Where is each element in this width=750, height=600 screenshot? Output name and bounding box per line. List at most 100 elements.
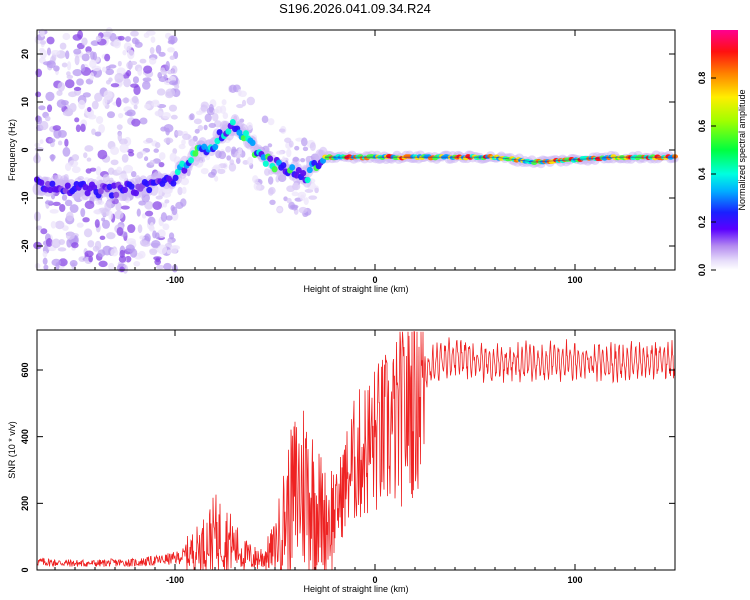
- spectrogram-noise-cell: [130, 30, 139, 37]
- spectrogram-noise-cell: [133, 104, 138, 110]
- spectrogram-noise-cell: [69, 260, 78, 267]
- spectrogram-noise-cell: [136, 208, 141, 217]
- spectrogram-noise-cell: [71, 242, 79, 249]
- spectrogram-noise-cell: [97, 149, 108, 160]
- spectrogram-noise-cell: [102, 97, 108, 107]
- spectrogram-noise-cell: [142, 77, 152, 82]
- colorbar: 0.0 0.2 0.4 0.6 0.8 Normalized spectral ampl…: [697, 30, 747, 276]
- spectrogram-ridge-cell: [108, 192, 115, 199]
- spectrogram-noise-cell: [51, 238, 61, 249]
- spectrogram-noise-cell: [155, 257, 161, 263]
- snr-frame: [36, 329, 676, 571]
- spectrogram-noise-cell: [44, 200, 54, 205]
- spectrogram-noise-cell: [241, 99, 247, 107]
- spectrogram-noise-cell: [64, 199, 73, 207]
- spectrogram-noise-cell: [94, 219, 100, 228]
- spectrogram-noise-cell: [235, 157, 241, 164]
- spectrogram-noise-cell: [39, 139, 44, 144]
- spectrogram-noise-cell: [180, 198, 187, 207]
- spectrogram-noise-cell: [139, 239, 148, 247]
- spectrogram-noise-cell: [139, 58, 147, 64]
- spectrogram-noise-cell: [71, 154, 80, 162]
- spectrogram-noise-cell: [236, 103, 244, 109]
- spectrogram-noise-cell: [81, 37, 88, 46]
- spectrogram-ridge-cell: [225, 128, 232, 135]
- spectrogram-noise-cell: [35, 91, 42, 98]
- spectrogram-noise-cell: [120, 205, 130, 210]
- spectrogram-ridge-cell: [49, 180, 56, 188]
- spectrogram-noise-cell: [34, 147, 45, 152]
- spectrogram-noise-cell: [155, 232, 160, 240]
- spectrogram-noise-cell: [229, 159, 235, 166]
- spectrogram-noise-cell: [229, 84, 237, 93]
- spectrogram-noise-cell: [218, 151, 227, 160]
- spectrogram-noise-cell: [72, 69, 83, 77]
- spectrogram-noise-cell: [46, 104, 53, 113]
- spectrogram-noise-cell: [208, 103, 214, 113]
- spectrogram-noise-cell: [39, 40, 47, 45]
- spectrogram-noise-cell: [38, 47, 45, 53]
- spectrogram-noise-cell: [221, 99, 227, 106]
- spectrogram-noise-cell: [144, 201, 154, 210]
- spectrogram-noise-cell: [116, 166, 123, 174]
- spectrogram-noise-cell: [177, 186, 183, 196]
- spectrogram-noise-cell: [80, 64, 86, 72]
- spectrogram-noise-cell: [119, 266, 125, 273]
- spectrogram-noise-cell: [168, 80, 179, 86]
- spectrogram-noise-cell: [298, 206, 308, 214]
- spectrogram-noise-cell: [114, 210, 124, 220]
- spectrogram-noise-cell: [261, 115, 269, 124]
- spectrogram-noise-cell: [212, 108, 220, 114]
- spectrogram-ridge-cell: [271, 166, 278, 173]
- spectrogram-noise-cell: [211, 112, 219, 122]
- spectrogram-noise-cell: [122, 97, 130, 104]
- spectrogram-noise-cell: [105, 68, 115, 76]
- spectrogram-noise-cell: [154, 142, 161, 149]
- spectrogram-noise-cell: [170, 205, 175, 212]
- spectrogram-noise-cell: [56, 99, 67, 108]
- spectrogram-noise-cell: [49, 209, 59, 214]
- spectrogram-noise-cell: [145, 137, 154, 143]
- spectrogram-noise-cell: [167, 39, 175, 45]
- spectrogram-ridge-cell: [216, 129, 223, 136]
- spectrogram-noise-cell: [40, 228, 48, 235]
- spectrogram-noise-cell: [214, 175, 219, 182]
- spectrogram-noise-cell: [90, 40, 100, 46]
- spectrogram-noise-cell: [160, 212, 168, 222]
- spectrogram-noise-cell: [137, 67, 143, 77]
- spectrogram-noise-cell: [99, 235, 106, 241]
- colorbar-tick-label: 0.4: [697, 168, 707, 181]
- spectrogram-ridge-cell: [146, 186, 153, 194]
- spectrogram-noise-cell: [42, 250, 48, 258]
- spectrogram-noise-cell: [156, 88, 166, 96]
- spectrogram-noise-cell: [131, 118, 141, 127]
- colorbar-tick-label: 0.2: [697, 216, 707, 229]
- spectrogram-noise-cell: [61, 194, 68, 201]
- spectrogram-noise-cell: [157, 187, 162, 198]
- spectrogram-noise-cell: [168, 232, 175, 240]
- spectrogram-noise-cell: [81, 53, 90, 62]
- spectrogram-noise-cell: [39, 120, 49, 131]
- spectrogram-ridge-cell: [240, 134, 247, 142]
- spectrogram-noise-cell: [98, 260, 108, 268]
- spectrogram-noise-cell: [119, 138, 128, 145]
- spectrogram-noise-cell: [57, 81, 65, 92]
- spectrogram-noise-cell: [46, 60, 56, 69]
- spectrogram-ridge-cell: [201, 143, 208, 151]
- spectrogram-noise-cell: [131, 95, 139, 104]
- spectrogram-noise-cell: [94, 131, 102, 137]
- spectrogram-noise-cell: [46, 47, 52, 56]
- spectrogram-noise-cell: [144, 210, 154, 217]
- spectrogram-noise-cell: [124, 111, 133, 116]
- spectrogram-noise-cell: [46, 36, 55, 45]
- spectrogram-noise-cell: [300, 157, 306, 163]
- spectrogram-noise-cell: [83, 152, 88, 159]
- spectrogram-noise-cell: [167, 47, 175, 53]
- spectrogram-noise-cell: [85, 46, 92, 53]
- spectrogram-noise-cell: [68, 160, 79, 168]
- spectrogram-noise-cell: [153, 148, 159, 153]
- spectrogram-noise-cell: [73, 86, 82, 91]
- spectrogram-noise-cell: [65, 50, 70, 60]
- colorbar-gradient: [711, 30, 738, 270]
- spectrogram-noise-cell: [225, 146, 232, 153]
